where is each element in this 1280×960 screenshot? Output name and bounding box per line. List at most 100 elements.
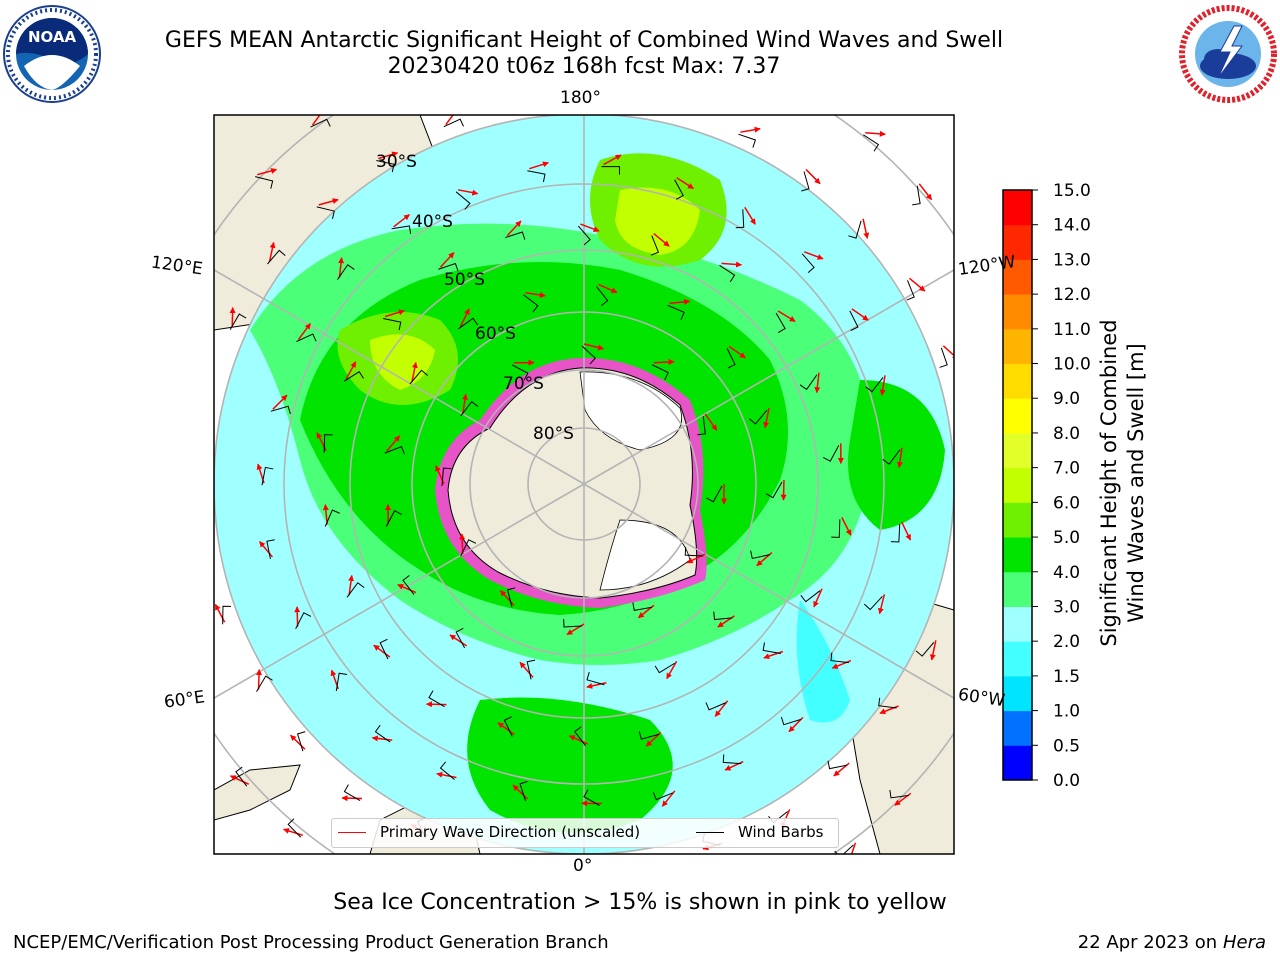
nws-logo (1179, 5, 1277, 103)
wave-direction-arrow (397, 583, 417, 594)
wave-direction-arrow (653, 358, 675, 365)
latitude-label-30s: 30°S (376, 152, 417, 172)
wave-direction-arrow (676, 177, 694, 190)
wave-direction-arrow (918, 183, 933, 201)
longitude-label-0: 0° (573, 856, 593, 876)
wind-barb (912, 185, 921, 206)
wave-direction-arrow (942, 345, 954, 360)
wind-barb (890, 524, 901, 543)
wave-direction-arrow (373, 644, 391, 658)
wind-barb (863, 595, 883, 611)
wave-direction-arrow (908, 277, 926, 292)
wave-direction-arrow (371, 735, 393, 742)
wave-direction-arrow (268, 241, 276, 263)
wave-direction-arrow (580, 223, 600, 232)
wind-barb (596, 286, 609, 307)
wave-direction-arrow (462, 393, 468, 415)
colorbar-tick-label: 7.0 (1053, 459, 1080, 479)
wave-direction-arrow (457, 189, 479, 196)
colorbar-tick-label: 3.0 (1053, 597, 1080, 617)
wave-direction-swatch (338, 832, 366, 833)
latitude-label-70s: 70°S (503, 374, 544, 394)
wind-barb (915, 642, 935, 657)
wind-barb (409, 369, 428, 385)
wind-barb (722, 754, 742, 765)
wave-direction-arrow (583, 343, 605, 351)
wind-barb (428, 690, 445, 708)
wind-barb (455, 191, 471, 210)
colorbar: 0.0 0.5 1.0 1.5 2.0 3.0 4.0 5.0 6.0 7.0 8.0 9.0 10.0… (1002, 181, 1091, 791)
sea-ice-caption: Sea Ice Concentration > 15% is shown in … (333, 890, 947, 915)
wind-barb (266, 539, 275, 560)
wind-barb (830, 652, 849, 664)
wave-direction-arrow (338, 257, 345, 278)
chart-subtitle: 20230420 t06z 168h fcst Max: 7.37 (387, 54, 781, 79)
wind-barb (296, 333, 317, 343)
colorbar-title-line2: Wind Waves and Swell [m] (1124, 343, 1148, 623)
wave-direction-arrow (666, 660, 678, 680)
wind-barb (343, 370, 364, 382)
wave-direction-arrow (506, 220, 522, 237)
wave-direction-arrow (229, 775, 250, 785)
wave-direction-arrow (901, 521, 912, 541)
wave-direction-arrow (728, 345, 746, 359)
wave-direction-arrow (862, 218, 870, 239)
wind-barb (229, 313, 247, 330)
wind-barb (705, 702, 726, 711)
wind-barb (337, 264, 355, 280)
wind-barb (749, 409, 768, 425)
wind-barb (706, 485, 723, 503)
wind-barb (379, 638, 389, 660)
wind-barb (296, 731, 306, 752)
wind-barb (882, 449, 901, 465)
colorbar-title-line1: Significant Height of Combined (1097, 319, 1121, 647)
colorbar-bin (1003, 571, 1032, 607)
wind-barb (650, 235, 660, 256)
wind-barb (267, 249, 286, 265)
wave-direction-arrow (763, 407, 770, 429)
footer-date: 22 Apr 2023 on Hera (1078, 932, 1266, 953)
wave-direction-arrow (348, 574, 355, 596)
wind-barb (439, 761, 455, 780)
wind-barb (750, 550, 770, 560)
wind-barb (638, 731, 659, 740)
wind-barb (391, 225, 412, 234)
colorbar-bin (1003, 606, 1032, 642)
wind-barb (581, 345, 597, 365)
colorbar-bin (1003, 745, 1032, 781)
wave-direction-arrow (814, 372, 821, 394)
wind-barb (863, 134, 880, 152)
colorbar-bin (1003, 502, 1032, 538)
wind-barb (527, 170, 546, 183)
wind-barb (506, 587, 516, 608)
map-legend: Primary Wave Direction (unscaled) Wind B… (331, 818, 839, 848)
wind-barb (376, 160, 395, 173)
colorbar-bin (1003, 432, 1032, 469)
wave-direction-arrow (851, 308, 869, 321)
wind-barb (222, 605, 231, 625)
colorbar-bin (1003, 224, 1032, 260)
wave-direction-arrow (318, 198, 339, 206)
colorbar-bin (1003, 363, 1032, 399)
colorbar-tick-label: 2.0 (1053, 632, 1080, 652)
wave-direction-arrow (259, 541, 273, 558)
wave-direction-arrow (803, 251, 824, 260)
wind-barb (523, 294, 539, 313)
wind-barb (503, 716, 513, 737)
footer-date-text: 22 Apr 2023 on (1077, 932, 1223, 953)
wave-direction-arrow (499, 590, 515, 606)
wind-barb (939, 347, 948, 368)
wind-barb (780, 716, 802, 726)
wind-barb (316, 206, 335, 219)
wave-direction-arrow (393, 213, 410, 228)
legend-label-wave-direction: Primary Wave Direction (unscaled) (380, 823, 641, 841)
wind-barb (632, 602, 653, 611)
footer-credit: NCEP/EMC/Verification Post Processing Pr… (13, 932, 609, 953)
wave-direction-arrow (805, 168, 821, 185)
colorbar-tick-label: 4.0 (1053, 563, 1080, 583)
wind-barb (505, 231, 526, 240)
wind-barb (726, 348, 736, 369)
wind-barb (801, 253, 815, 274)
wave-direction-arrow (813, 588, 823, 608)
wind-barb (385, 510, 402, 527)
